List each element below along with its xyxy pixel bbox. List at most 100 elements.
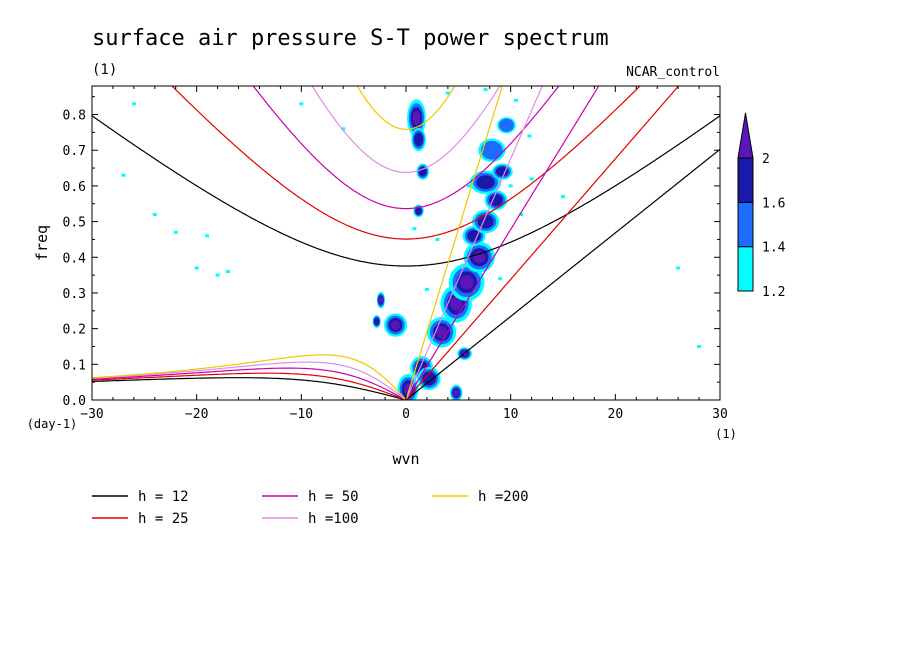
speckle-5 bbox=[215, 273, 220, 277]
curve-kelvin-h100 bbox=[405, 86, 543, 400]
y-axis-label: freq bbox=[33, 225, 51, 261]
run-label: NCAR_control bbox=[626, 65, 720, 80]
contour-blob-5-level-2 bbox=[422, 371, 436, 386]
y-tick-label-0.7: 0.7 bbox=[63, 144, 86, 159]
x-axis-label: wvn bbox=[392, 450, 419, 468]
speckle-14 bbox=[529, 177, 534, 181]
speckle-15 bbox=[498, 277, 503, 281]
speckle-24 bbox=[483, 88, 488, 92]
speckle-16 bbox=[561, 195, 565, 199]
speckle-18 bbox=[697, 344, 702, 348]
contour-blob-12-level-2 bbox=[489, 194, 503, 207]
axis-ticks: −30 −20 −10 0 10 20 30 0.0 0.1 0.2 0.3 0.4 0.5 0.6 0.7… bbox=[63, 86, 728, 422]
legend-label-h100: h =100 bbox=[308, 511, 359, 527]
contour-blob-19-level-2 bbox=[373, 317, 380, 326]
speckle-2 bbox=[173, 230, 178, 234]
x-tick-label--30: −30 bbox=[80, 407, 103, 422]
colorbar: 1.2 1.4 1.6 2 bbox=[737, 112, 786, 300]
speckle-17 bbox=[676, 266, 681, 270]
legend-label-h200: h =200 bbox=[478, 489, 529, 505]
speckle-0 bbox=[121, 173, 126, 177]
contour-blob-6-level-3 bbox=[435, 326, 448, 339]
contour-blob-9-level-3 bbox=[473, 251, 486, 264]
curve-inertia-gravity-h12 bbox=[92, 115, 720, 267]
contour-blob-13-level-2 bbox=[476, 175, 495, 190]
y-tick-label-0.4: 0.4 bbox=[63, 251, 87, 266]
x-unit-label: (1) bbox=[715, 427, 737, 441]
x-tick-label--20: −20 bbox=[185, 407, 208, 422]
y-tick-label-0: 0.0 bbox=[63, 394, 86, 409]
curve-inertia-gravity-h200 bbox=[356, 86, 456, 130]
speckle-22 bbox=[513, 98, 518, 102]
y-tick-label-0.1: 0.1 bbox=[63, 358, 86, 373]
contour-blob-14-level-2 bbox=[496, 166, 509, 177]
contour-blob-1-level-2 bbox=[414, 132, 424, 147]
colorbar-label-3: 2 bbox=[762, 152, 770, 167]
speckle-20 bbox=[424, 287, 429, 291]
colorbar-segment-1 bbox=[737, 201, 754, 248]
contour-blob-20-level-3 bbox=[453, 389, 460, 397]
curve-rossby-h200 bbox=[92, 354, 406, 400]
x-tick-label-10: 10 bbox=[503, 407, 519, 422]
speckle-10 bbox=[445, 91, 450, 95]
contour-blob-21-level-2 bbox=[418, 166, 427, 177]
speckle-19 bbox=[435, 237, 440, 241]
contour-blob-0-level-3 bbox=[412, 111, 421, 126]
x-tick-label-20: 20 bbox=[608, 407, 624, 422]
dispersion-curve-layer bbox=[92, 86, 720, 400]
speckle-1 bbox=[152, 212, 157, 216]
x-tick-label--10: −10 bbox=[290, 407, 313, 422]
speckle-8 bbox=[299, 102, 304, 106]
y-tick-label-0.6: 0.6 bbox=[63, 180, 86, 195]
curve-rossby-h50 bbox=[92, 367, 406, 400]
curve-inertia-gravity-h25 bbox=[171, 86, 641, 240]
curve-rossby-h12 bbox=[92, 377, 406, 400]
speckle-13 bbox=[519, 212, 524, 216]
y-tick-label-0.8: 0.8 bbox=[63, 109, 86, 124]
legend-label-h25: h = 25 bbox=[138, 511, 189, 527]
chart-title: surface air pressure S-T power spectrum bbox=[92, 26, 609, 51]
speckle-23 bbox=[527, 134, 532, 138]
speckle-11 bbox=[466, 184, 471, 188]
colorbar-label-2: 1.6 bbox=[762, 196, 785, 211]
speckle-9 bbox=[131, 102, 136, 106]
curve-rossby-h25 bbox=[92, 372, 406, 400]
curve-kelvin-h12 bbox=[405, 148, 720, 400]
colorbar-segment-2 bbox=[737, 157, 754, 203]
colorbar-label-0: 1.2 bbox=[762, 285, 785, 300]
contour-blob-16-level-1 bbox=[498, 118, 515, 132]
contour-blob-8-level-3 bbox=[460, 275, 474, 290]
colorbar-segment-0 bbox=[737, 246, 754, 292]
contour-blob-2-level-3 bbox=[390, 320, 401, 330]
colorbar-top-arrow bbox=[737, 112, 754, 159]
curve-kelvin-h25 bbox=[405, 86, 680, 400]
legend-label-h50: h = 50 bbox=[308, 489, 359, 505]
speckle-21 bbox=[412, 227, 417, 231]
contour-blob-7-level-3 bbox=[450, 296, 463, 311]
curve-kelvin-h50 bbox=[405, 86, 600, 400]
legend: h = 12 h = 25 h = 50 h =100 h =200 bbox=[92, 489, 529, 527]
contour-blob-18-level-3 bbox=[378, 296, 383, 304]
y-unit-label: (day-1) bbox=[27, 417, 78, 431]
speckle-4 bbox=[194, 266, 199, 270]
speckle-12 bbox=[508, 184, 513, 188]
colorbar-label-1: 1.4 bbox=[762, 241, 786, 256]
contour-blob-22-level-2 bbox=[415, 206, 422, 215]
contour-blob-10-level-2 bbox=[467, 229, 481, 242]
speckle-3 bbox=[205, 234, 210, 238]
x-tick-label-0: 0 bbox=[402, 407, 410, 422]
speckle-6 bbox=[226, 270, 231, 274]
y-tick-label-0.5: 0.5 bbox=[63, 216, 86, 231]
chart-subtitle: (1) bbox=[92, 62, 117, 78]
curve-inertia-gravity-h50 bbox=[252, 86, 560, 210]
curve-kelvin-h200 bbox=[405, 86, 503, 400]
y-tick-label-0.3: 0.3 bbox=[63, 287, 86, 302]
plot-area bbox=[92, 86, 720, 400]
y-tick-label-0.2: 0.2 bbox=[63, 323, 86, 338]
legend-label-h12: h = 12 bbox=[138, 489, 189, 505]
contour-blob-15-level-1 bbox=[481, 140, 503, 160]
x-tick-label-30: 30 bbox=[712, 407, 728, 422]
speckle-7 bbox=[341, 127, 346, 131]
curve-rossby-h100 bbox=[92, 361, 406, 400]
